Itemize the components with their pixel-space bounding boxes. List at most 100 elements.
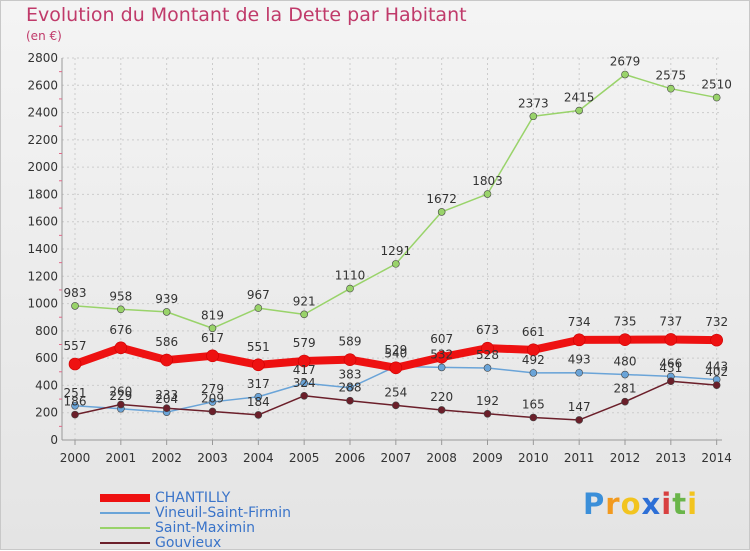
- x-tick-label: 2006: [335, 451, 366, 465]
- x-tick-label: 2009: [472, 451, 503, 465]
- y-tick-label: 1600: [27, 215, 58, 229]
- data-point: [71, 410, 79, 419]
- data-point: [162, 308, 171, 316]
- y-tick-label: 200: [35, 406, 58, 420]
- data-point: [437, 406, 446, 414]
- data-point: [667, 84, 675, 93]
- data-label: 204: [155, 392, 178, 406]
- y-tick-label: 2800: [27, 51, 58, 65]
- data-label: 480: [614, 355, 637, 369]
- data-point: [437, 363, 446, 372]
- brand-letter: x: [641, 487, 662, 521]
- data-point: [572, 333, 586, 347]
- data-point: [254, 392, 263, 401]
- data-label: 676: [109, 323, 132, 337]
- x-tick-label: 2011: [564, 451, 595, 465]
- x-tick-label: 2003: [197, 451, 228, 465]
- x-tick-label: 2007: [381, 451, 412, 465]
- legend-swatch: [100, 542, 150, 544]
- y-tick-label: 1800: [27, 187, 58, 201]
- y-tick-label: 400: [35, 378, 58, 392]
- data-point: [435, 350, 448, 364]
- data-label: 402: [705, 365, 728, 379]
- y-tick-label: 1200: [27, 269, 58, 283]
- data-point: [712, 93, 721, 102]
- data-label: 417: [293, 363, 316, 377]
- data-point: [162, 404, 171, 413]
- data-point: [208, 398, 217, 406]
- data-point: [529, 413, 538, 422]
- data-point: [481, 341, 494, 355]
- data-label: 233: [155, 388, 178, 402]
- x-tick-label: 2010: [518, 451, 549, 465]
- data-label: 254: [384, 385, 407, 399]
- data-label: 540: [384, 346, 407, 360]
- data-point: [575, 368, 583, 377]
- data-label: 192: [476, 394, 499, 408]
- chart-title: Evolution du Montant de la Dette par Hab…: [26, 4, 467, 26]
- data-point: [160, 353, 173, 367]
- x-tick-label: 2012: [610, 451, 641, 465]
- data-point: [621, 397, 629, 406]
- legend-swatch: [100, 527, 150, 529]
- data-label: 281: [614, 382, 637, 396]
- brand-letter: i: [687, 487, 699, 521]
- data-point: [254, 411, 263, 419]
- data-label: 260: [109, 385, 132, 399]
- data-label: 737: [659, 314, 682, 328]
- x-tick-label: 2002: [151, 451, 182, 465]
- data-label: 528: [476, 348, 499, 362]
- data-label: 229: [109, 389, 132, 403]
- data-label: 165: [522, 397, 545, 411]
- data-label: 529: [384, 343, 407, 357]
- data-label: 383: [339, 368, 362, 382]
- data-point: [71, 401, 79, 410]
- y-tick-label: 1000: [27, 297, 58, 311]
- legend-swatch: [100, 512, 150, 514]
- x-tick-label: 2004: [243, 451, 274, 465]
- data-label: 579: [293, 336, 316, 350]
- data-label: 983: [64, 286, 87, 300]
- data-point: [300, 379, 308, 387]
- data-label: 288: [339, 381, 362, 395]
- brand-letter: o: [620, 487, 642, 521]
- x-tick-label: 2013: [656, 451, 687, 465]
- data-point: [254, 304, 263, 312]
- data-point: [346, 383, 354, 392]
- data-label: 2510: [701, 78, 732, 92]
- legend-label: Vineuil-Saint-Firmin: [155, 505, 291, 521]
- data-label: 557: [64, 339, 87, 353]
- data-label: 147: [568, 400, 591, 414]
- data-label: 673: [476, 323, 499, 337]
- data-label: 617: [201, 331, 224, 345]
- data-label: 732: [705, 315, 728, 329]
- brand-logo: Proxiti: [583, 487, 698, 521]
- data-point: [71, 302, 79, 310]
- data-point: [529, 369, 538, 377]
- data-point: [346, 396, 354, 405]
- data-point: [297, 354, 311, 368]
- data-point: [208, 407, 217, 416]
- data-label: 466: [659, 356, 682, 370]
- data-label: 2575: [656, 69, 687, 83]
- data-label: 251: [64, 386, 87, 400]
- data-point: [437, 208, 446, 216]
- data-label: 443: [705, 360, 728, 374]
- data-label: 317: [247, 377, 270, 391]
- data-point: [68, 357, 82, 371]
- chart-unit: (en €): [26, 29, 62, 43]
- data-label: 2373: [518, 96, 549, 110]
- data-label: 431: [659, 361, 682, 375]
- data-label: 1110: [335, 269, 366, 283]
- data-point: [483, 190, 492, 198]
- data-point: [575, 106, 583, 115]
- y-tick-label: 2400: [27, 106, 58, 120]
- data-point: [252, 358, 265, 372]
- x-tick-label: 2000: [60, 451, 91, 465]
- y-tick-label: 0: [50, 433, 58, 447]
- brand-letter: r: [605, 487, 621, 521]
- data-point: [710, 333, 723, 347]
- legend-label: CHANTILLY: [155, 490, 231, 506]
- data-label: 586: [155, 335, 178, 349]
- data-point: [483, 364, 492, 372]
